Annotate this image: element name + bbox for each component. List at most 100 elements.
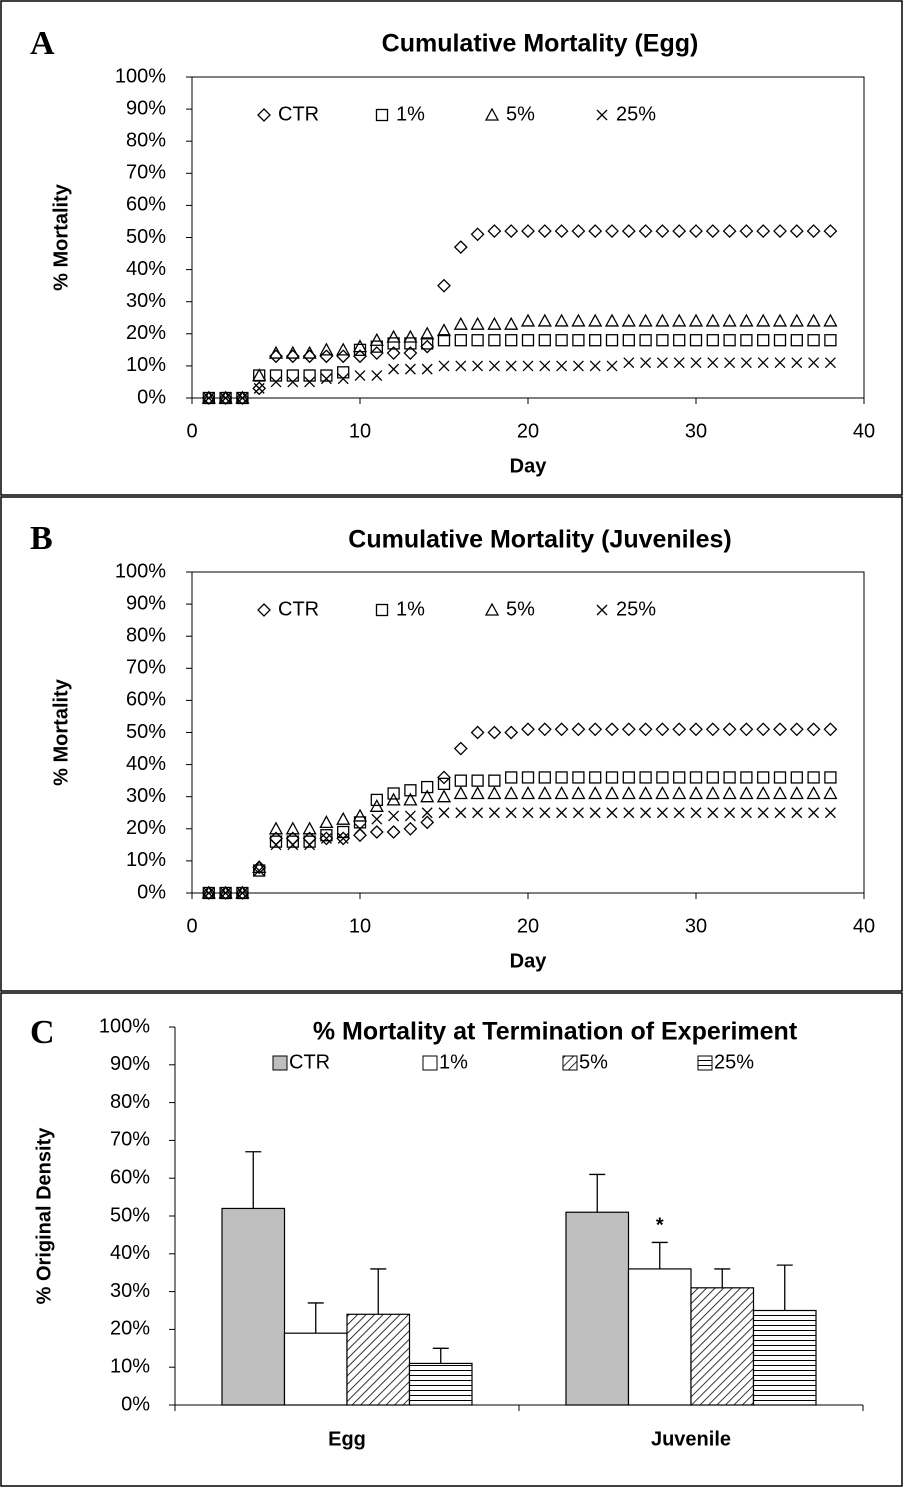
point (690, 357, 702, 369)
chart-title: Cumulative Mortality (Egg) (382, 30, 699, 58)
y-tick-label: 0% (137, 881, 166, 903)
point (673, 807, 685, 819)
legend-label: 5% (506, 103, 535, 125)
x-tick-label: 40 (853, 420, 875, 442)
point (554, 722, 569, 737)
bar (283, 1332, 348, 1406)
point (705, 786, 720, 800)
point (539, 807, 551, 819)
point (605, 224, 619, 238)
point (756, 224, 771, 238)
point (705, 224, 720, 238)
point (756, 313, 771, 327)
point (672, 786, 687, 800)
point (806, 313, 821, 327)
point (337, 832, 349, 844)
point (437, 278, 451, 293)
point (403, 792, 418, 806)
panel-frame (0, 496, 903, 992)
point (319, 815, 334, 829)
point (638, 313, 653, 327)
point (656, 807, 668, 819)
point (471, 334, 484, 347)
point (623, 357, 635, 369)
y-tick-label: 20% (126, 322, 166, 344)
point (369, 332, 384, 346)
y-tick-label: 30% (110, 1280, 150, 1302)
point (539, 360, 551, 372)
point (723, 771, 736, 784)
point (453, 316, 468, 330)
point (286, 369, 299, 382)
point (672, 313, 687, 327)
point (572, 360, 584, 372)
point (807, 771, 820, 784)
point (303, 369, 316, 382)
y-tick-label: 90% (110, 1053, 150, 1075)
point (605, 334, 619, 347)
x-tick-label: 20 (517, 420, 539, 442)
point (622, 334, 635, 347)
y-tick-label: 10% (126, 354, 166, 376)
y-tick-label: 80% (126, 129, 166, 151)
point (403, 346, 418, 360)
bar (408, 1362, 473, 1406)
point (571, 224, 586, 238)
point (588, 722, 603, 737)
point (302, 345, 317, 359)
point (522, 360, 534, 372)
point (337, 825, 350, 839)
y-tick-label: 90% (126, 592, 166, 614)
legend-marker (596, 604, 608, 616)
legend-label: 5% (579, 1051, 608, 1073)
point (302, 349, 317, 364)
point (320, 369, 333, 382)
point (589, 360, 601, 372)
legend-marker (484, 602, 500, 616)
point (235, 390, 250, 404)
point (772, 786, 788, 800)
point (437, 334, 451, 347)
point (488, 334, 501, 347)
point (789, 786, 804, 800)
legend-label: CTR (278, 103, 319, 125)
point (722, 313, 737, 327)
point (470, 725, 485, 740)
point (319, 831, 334, 846)
point (537, 313, 552, 327)
point (403, 821, 418, 836)
point (604, 313, 620, 327)
point (454, 334, 467, 347)
panel-label: C (30, 1014, 55, 1051)
point (454, 774, 467, 787)
point (304, 376, 316, 388)
point (589, 771, 602, 784)
point (337, 366, 350, 379)
point (621, 786, 636, 800)
legend-swatch (562, 1055, 578, 1071)
chart-title: Cumulative Mortality (Juveniles) (348, 526, 731, 554)
legend-label: 5% (506, 598, 535, 620)
point (371, 813, 383, 825)
legend-marker (375, 108, 389, 122)
point (824, 771, 837, 784)
point (673, 771, 686, 784)
point (320, 829, 333, 842)
point (639, 334, 652, 347)
point (773, 334, 787, 347)
x-tick-label: 0 (186, 420, 197, 442)
legend-label: 1% (396, 103, 425, 125)
legend-marker (484, 107, 500, 121)
point (705, 722, 720, 737)
point (572, 771, 585, 784)
error-bar (776, 1264, 793, 1311)
point (640, 807, 652, 819)
point (287, 839, 299, 851)
point (504, 224, 519, 238)
x-tick-label: 40 (853, 915, 875, 937)
point (236, 887, 248, 899)
point (438, 360, 450, 372)
point (520, 313, 536, 327)
point (404, 784, 417, 797)
